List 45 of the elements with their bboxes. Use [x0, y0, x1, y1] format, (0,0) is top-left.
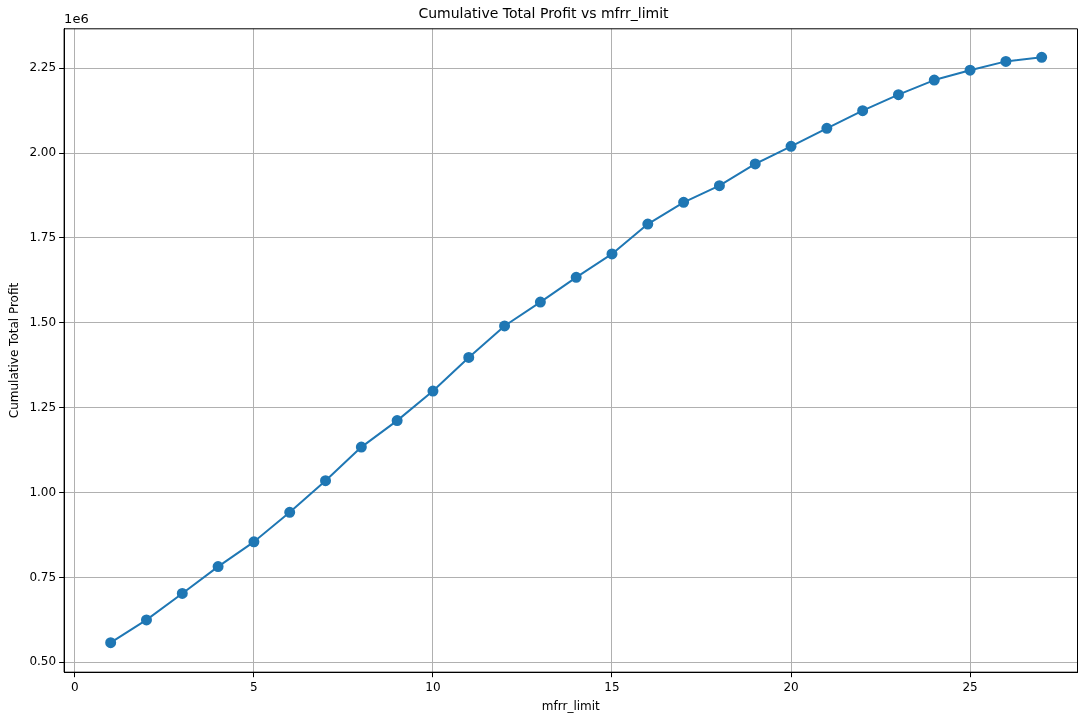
point [105, 637, 117, 649]
x-tick-label: 25 [962, 679, 978, 694]
x-tick-label: 0 [71, 679, 79, 694]
point [1000, 55, 1012, 67]
point [212, 561, 224, 573]
text: 1e6 [64, 10, 89, 26]
point [140, 614, 152, 626]
chart-title: Cumulative Total Profit vs mfrr_limit [418, 5, 670, 22]
point [713, 180, 725, 192]
point [248, 536, 260, 548]
y-tick-label: 0.75 [29, 569, 57, 584]
point [928, 74, 940, 86]
point [176, 587, 188, 599]
point [499, 320, 511, 332]
point [320, 475, 332, 487]
point [463, 351, 475, 363]
y-tick-label: 1.50 [29, 314, 57, 329]
point [534, 296, 546, 308]
point [355, 441, 367, 453]
x-tick-label: 20 [783, 679, 799, 694]
point [821, 122, 833, 134]
point [749, 158, 761, 170]
point [642, 218, 654, 230]
x-tick-label: 5 [250, 679, 258, 694]
point [391, 415, 403, 427]
y-tick-label: 2.25 [29, 60, 57, 75]
y-tick-label: 1.00 [29, 484, 57, 499]
point [284, 506, 296, 518]
y-tick-label: 0.50 [29, 654, 57, 669]
y-tick-label: 1.75 [29, 230, 57, 245]
point [1036, 51, 1048, 63]
point [964, 64, 976, 76]
point [785, 140, 797, 152]
y-axis-title: Cumulative Total Profit [7, 282, 22, 419]
x-tick-label: 15 [604, 679, 620, 694]
point [857, 105, 869, 117]
x-axis-title: mfrr_limit [541, 698, 601, 713]
x-tick-label: 10 [425, 679, 441, 694]
y-tick-label: 1.25 [29, 399, 57, 414]
point [570, 271, 582, 283]
point [892, 89, 904, 101]
y-tick-label: 2.00 [29, 145, 57, 160]
point [678, 196, 690, 208]
point [606, 248, 618, 260]
point [427, 385, 439, 397]
